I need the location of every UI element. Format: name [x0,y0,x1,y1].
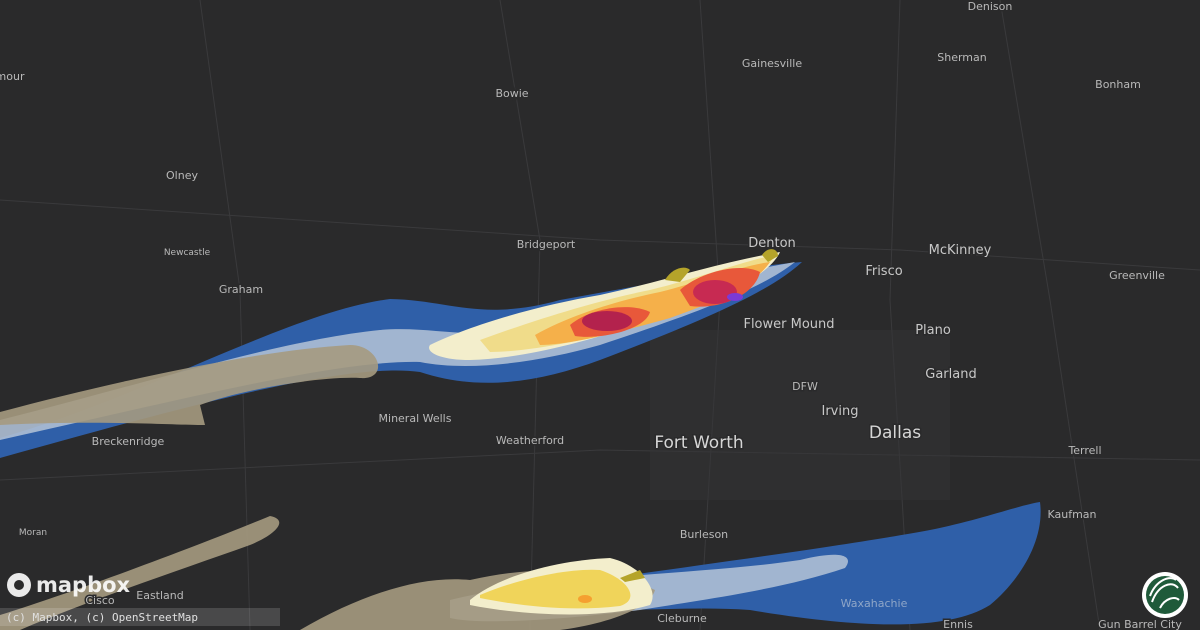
place-label: Weatherford [496,434,564,447]
place-label: Newcastle [164,248,211,258]
place-label: Flower Mound [743,317,834,332]
place-label: Irving [822,404,859,419]
place-label: mour [0,70,25,83]
place-label: Gun Barrel City [1098,618,1182,630]
place-label: Bonham [1095,78,1141,91]
place-label: Frisco [865,264,902,279]
attribution-box [0,608,280,626]
place-label: Breckenridge [92,435,165,448]
place-label: Denton [748,236,796,251]
place-label: Moran [19,528,47,538]
place-label: Bowie [495,87,528,100]
logo-text: mapbox [36,573,131,597]
place-label: Waxahachie [841,597,908,610]
place-label: Terrell [1067,444,1101,457]
place-label: Ennis [943,618,973,630]
place-label: Sherman [937,51,987,64]
place-label: Greenville [1109,269,1165,282]
place-label: Cleburne [657,612,707,625]
place-label: Burleson [680,528,728,541]
place-label: Gainesville [742,57,802,70]
place-label: Mineral Wells [379,412,452,425]
place-label: Plano [915,323,951,338]
place-label: Olney [166,169,198,182]
place-label: Cisco [85,594,115,607]
place-label: Bridgeport [517,238,576,251]
place-label: McKinney [929,243,992,258]
place-label: Graham [219,283,263,296]
place-label: Eastland [136,589,184,602]
hail-swath-south [0,502,1041,630]
place-label: DFW [792,380,818,393]
core [693,280,737,304]
core [582,311,632,331]
hail-swath-north [0,249,802,458]
place-label: Fort Worth [654,433,743,453]
brand-badge [1142,572,1188,618]
place-label: Dallas [869,423,921,443]
place-label: Kaufman [1047,508,1096,521]
attribution[interactable]: (c) Mapbox, (c) OpenStreetMap [6,611,198,624]
place-label: Garland [925,367,976,382]
place-label: Denison [968,0,1013,13]
mapbox-logo[interactable]: mapbox [7,573,131,597]
